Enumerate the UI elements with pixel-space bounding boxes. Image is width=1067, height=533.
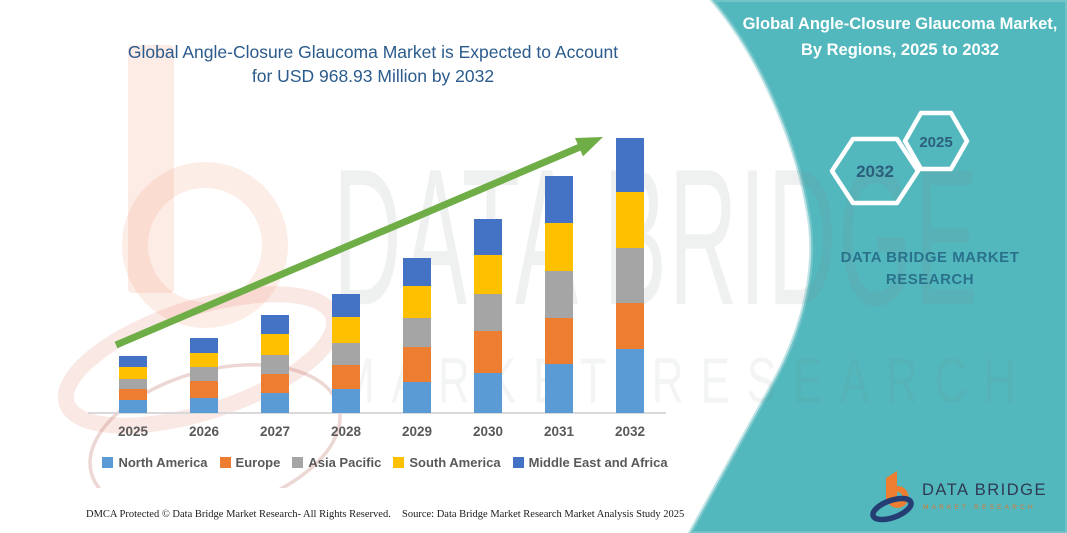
logo-swoosh [870,495,914,523]
legend-swatch-south-america [393,457,405,468]
bar-segment-2029-asia-pacific [403,318,431,348]
chart-title-line2: for USD 968.93 Million by 2032 [251,66,495,86]
x-axis-label-2026: 2026 [188,424,220,439]
brand-text-line1: DATA BRIDGE MARKET [840,249,1020,266]
databridge-logo: DATA BRIDGE MARKET RESEARCH [870,471,1047,523]
x-axis-label-2032: 2032 [614,424,646,439]
x-axis-label-2027: 2027 [259,424,291,439]
bar-segment-2026-south-america [190,352,218,367]
legend-label-north-america: North America [118,455,208,470]
bar-segment-2027-europe [261,373,289,393]
bar-segment-2026-europe [190,380,218,398]
bar-segment-2030-asia-pacific [474,293,502,332]
hexagon-2025-label: 2025 [919,134,952,151]
bar-segment-2025-middle-east-and-africa [119,355,147,367]
bar-segment-2032-middle-east-and-africa [616,138,644,193]
legend-label-asia-pacific: Asia Pacific [308,455,382,470]
panel-title: Global Angle-Closure Glaucoma Market, By… [742,15,1058,59]
year-hexagons: 2032 2025 [829,110,970,206]
bar-segment-2032-asia-pacific [616,247,644,304]
bar-segment-2029-middle-east-and-africa [403,257,431,286]
bar-segment-2029-south-america [403,285,431,319]
legend-item-south-america: South America [393,455,501,470]
x-axis-label-2029: 2029 [401,424,433,439]
bar-segment-2026-asia-pacific [190,366,218,381]
bar-segment-2027-south-america [261,334,289,355]
bar-segment-2027-middle-east-and-africa [261,315,289,335]
bar-segment-2030-middle-east-and-africa [474,218,502,256]
bar-segment-2028-south-america [332,317,360,343]
bar-segment-2028-middle-east-and-africa [332,294,360,318]
bar-segment-2027-asia-pacific [261,354,289,374]
bar-segment-2028-europe [332,364,360,389]
legend-label-europe: Europe [235,455,281,470]
legend-swatch-middle-east-and-africa [512,457,524,468]
logo-subtitle: MARKET RESEARCH [923,504,1036,511]
bar-segment-2031-middle-east-and-africa [545,176,573,223]
bar-segment-2025-north-america [119,399,147,413]
brand-text: DATA BRIDGE MARKET RESEARCH [820,247,1040,291]
hexagon-2025 [902,110,970,172]
bar-segment-2026-north-america [190,397,218,413]
bar-segment-2030-south-america [474,255,502,294]
legend-item-asia-pacific: Asia Pacific [292,455,381,470]
bar-segment-2026-middle-east-and-africa [190,337,218,353]
chart-title-line1: Global Angle-Closure Glaucoma Market is … [127,42,619,62]
footer-source-text: Source: Data Bridge Market Research Mark… [402,509,685,520]
x-axis-label-2028: 2028 [330,424,362,439]
bar-segment-2028-north-america [332,388,360,413]
bar-segment-2025-europe [119,388,147,400]
bar-segment-2032-south-america [616,192,644,248]
bar-segment-2028-asia-pacific [332,342,360,365]
bar-segment-2027-north-america [261,392,289,413]
x-axis-label-2031: 2031 [543,424,575,439]
bar-segment-2032-north-america [616,349,644,413]
brand-text-line2: RESEARCH [885,271,975,288]
bar-segment-2029-europe [403,347,431,382]
x-axis-label-2025: 2025 [117,424,149,439]
watermark-text-marketresearch: MARKET RESEARCH [338,346,1033,418]
bar-segment-2032-europe [616,303,644,350]
legend-swatch-north-america [102,457,114,468]
logo-wordmark: DATA BRIDGE [922,481,1047,499]
legend-item-north-america: North America [102,455,208,470]
legend-swatch-europe [219,457,231,468]
legend-item-middle-east-and-africa: Middle East and Africa [512,455,668,470]
bar-segment-2031-europe [545,317,573,365]
legend-label-south-america: South America [409,455,501,470]
legend-swatch-asia-pacific [292,457,304,468]
bar-segment-2031-north-america [545,364,573,413]
chart-title: Global Angle-Closure Glaucoma Market is … [88,40,658,88]
bar-segment-2025-asia-pacific [119,378,147,389]
x-axis-line [88,412,666,414]
bar-segment-2031-asia-pacific [545,270,573,318]
trend-arrow-head [575,137,603,157]
bar-segment-2029-north-america [403,381,431,413]
chart-legend: North America Europe Asia Pacific South Ame… [90,455,680,470]
teal-curved-panel [687,0,1067,533]
bar-segment-2031-south-america [545,222,573,271]
bar-segment-2030-europe [474,331,502,374]
x-axis-label-2030: 2030 [472,424,504,439]
hexagon-2032 [829,136,921,206]
bar-segment-2030-north-america [474,373,502,413]
legend-label-middle-east-and-africa: Middle East and Africa [528,455,668,470]
legend-item-europe: Europe [219,455,281,470]
footer-dmca-text: DMCA Protected © Data Bridge Market Rese… [86,509,391,520]
hexagon-2032-label: 2032 [856,162,894,181]
bar-segment-2025-south-america [119,366,147,379]
